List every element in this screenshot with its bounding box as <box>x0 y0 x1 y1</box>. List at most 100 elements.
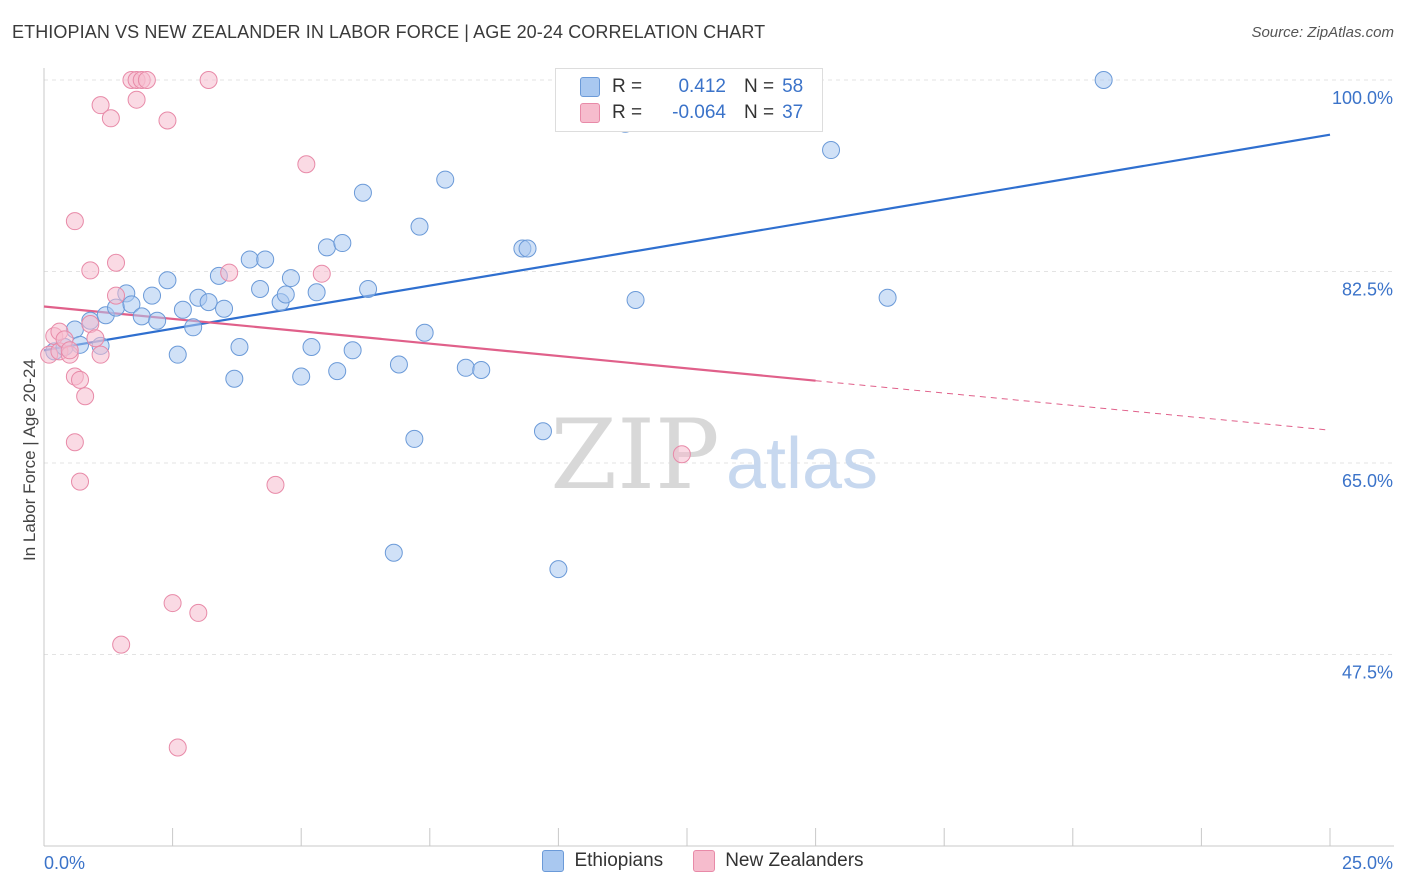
point-ethiopians[interactable] <box>168 345 187 364</box>
point-new-zealanders[interactable] <box>86 329 105 348</box>
point-ethiopians[interactable] <box>158 271 177 290</box>
point-new-zealanders[interactable] <box>71 370 90 389</box>
point-ethiopians[interactable] <box>333 234 352 253</box>
point-ethiopians[interactable] <box>122 295 141 314</box>
point-ethiopians[interactable] <box>472 360 491 379</box>
point-new-zealanders[interactable] <box>107 253 126 272</box>
r-label: R = <box>612 76 643 97</box>
r-value: -0.064 <box>672 102 726 123</box>
point-ethiopians[interactable] <box>317 238 336 257</box>
point-ethiopians[interactable] <box>307 283 326 302</box>
point-new-zealanders[interactable] <box>101 109 120 128</box>
point-new-zealanders[interactable] <box>91 96 110 115</box>
point-ethiopians[interactable] <box>215 299 234 318</box>
y-tick-label: 82.5% <box>1342 280 1393 300</box>
point-new-zealanders[interactable] <box>168 738 187 757</box>
point-new-zealanders[interactable] <box>71 472 90 491</box>
point-ethiopians[interactable] <box>456 358 475 377</box>
point-ethiopians[interactable] <box>389 355 408 374</box>
point-ethiopians[interactable] <box>173 300 192 319</box>
point-ethiopians[interactable] <box>276 285 295 304</box>
n-label: N = <box>744 76 775 97</box>
point-ethiopians[interactable] <box>292 367 311 386</box>
y-tick-label: 100.0% <box>1332 88 1393 108</box>
point-ethiopians[interactable] <box>1094 71 1113 89</box>
r-label: R = <box>612 102 643 123</box>
legend-swatch-new-zealanders <box>693 850 716 872</box>
point-new-zealanders[interactable] <box>199 71 218 89</box>
point-new-zealanders[interactable] <box>65 212 84 231</box>
source-label[interactable]: Source: ZipAtlas.com <box>1251 24 1394 41</box>
point-ethiopians[interactable] <box>353 183 372 202</box>
point-new-zealanders[interactable] <box>76 387 95 406</box>
point-ethiopians[interactable] <box>225 369 244 388</box>
point-new-zealanders[interactable] <box>65 433 84 452</box>
point-new-zealanders[interactable] <box>60 341 79 360</box>
point-ethiopians[interactable] <box>415 323 434 342</box>
point-new-zealanders[interactable] <box>137 71 156 89</box>
point-ethiopians[interactable] <box>199 293 218 312</box>
point-ethiopians[interactable] <box>359 280 378 299</box>
point-ethiopians[interactable] <box>328 362 347 381</box>
point-ethiopians[interactable] <box>281 269 300 288</box>
point-new-zealanders[interactable] <box>297 155 316 174</box>
point-new-zealanders[interactable] <box>91 345 110 364</box>
x-tick-label: 25.0% <box>1342 853 1393 873</box>
legend-row-ethiopians: R = 0.412 N = 58 <box>580 74 803 100</box>
point-ethiopians[interactable] <box>132 307 151 326</box>
point-ethiopians[interactable] <box>343 341 362 360</box>
point-ethiopians[interactable] <box>626 290 645 309</box>
legend-item-new-zealanders[interactable]: New Zealanders <box>693 850 864 872</box>
n-value: 37 <box>782 102 804 123</box>
series-legend: Ethiopians New Zealanders <box>0 850 1406 872</box>
trend-line-dashed-new-zealanders <box>815 380 1331 431</box>
point-ethiopians[interactable] <box>184 318 203 337</box>
legend-label-new-zealanders: New Zealanders <box>725 850 864 871</box>
trend-lines <box>43 133 1331 431</box>
point-new-zealanders[interactable] <box>163 594 182 613</box>
legend-swatch-ethiopians <box>580 77 600 97</box>
chart-title: ETHIOPIAN VS NEW ZEALANDER IN LABOR FORC… <box>12 22 766 42</box>
trend-line-ethiopians <box>43 133 1331 352</box>
point-ethiopians[interactable] <box>518 239 537 258</box>
n-value: 58 <box>782 76 804 97</box>
stats-legend: R = 0.412 N = 58 R = -0.064 N = 37 <box>555 68 823 132</box>
point-new-zealanders[interactable] <box>672 445 691 464</box>
point-ethiopians[interactable] <box>230 338 249 357</box>
point-ethiopians[interactable] <box>240 250 259 269</box>
tick-labels: 100.0% 82.5% 65.0% 47.5% 0.0% 25.0% <box>44 88 1393 873</box>
point-ethiopians[interactable] <box>410 217 429 236</box>
point-new-zealanders[interactable] <box>81 261 100 280</box>
legend-item-ethiopians[interactable]: Ethiopians <box>542 850 663 872</box>
point-ethiopians[interactable] <box>878 288 897 307</box>
point-new-zealanders[interactable] <box>112 635 131 654</box>
point-ethiopians[interactable] <box>533 422 552 441</box>
trend-line-new-zealanders <box>43 305 816 382</box>
y-tick-label: 65.0% <box>1342 471 1393 491</box>
y-tick-label: 47.5% <box>1342 663 1393 683</box>
point-new-zealanders[interactable] <box>312 264 331 283</box>
point-ethiopians[interactable] <box>384 543 403 562</box>
watermark: ZIP atlas <box>550 399 878 511</box>
watermark-atlas: atlas <box>726 424 878 504</box>
point-new-zealanders[interactable] <box>158 111 177 130</box>
point-new-zealanders[interactable] <box>127 90 146 109</box>
point-ethiopians[interactable] <box>436 170 455 189</box>
point-new-zealanders[interactable] <box>266 475 285 494</box>
r-value: 0.412 <box>678 76 726 97</box>
point-new-zealanders[interactable] <box>107 286 126 305</box>
legend-row-new-zealanders: R = -0.064 N = 37 <box>580 100 803 126</box>
point-ethiopians[interactable] <box>148 311 167 330</box>
point-ethiopians[interactable] <box>256 250 275 269</box>
point-ethiopians[interactable] <box>302 338 321 357</box>
point-ethiopians[interactable] <box>143 286 162 305</box>
point-ethiopians[interactable] <box>549 560 568 579</box>
x-tick-label: 0.0% <box>44 853 85 873</box>
point-new-zealanders[interactable] <box>189 603 208 622</box>
point-ethiopians[interactable] <box>822 141 841 160</box>
point-ethiopians[interactable] <box>405 429 424 448</box>
point-ethiopians[interactable] <box>251 280 270 299</box>
point-new-zealanders[interactable] <box>220 263 239 282</box>
axes <box>43 68 1394 847</box>
